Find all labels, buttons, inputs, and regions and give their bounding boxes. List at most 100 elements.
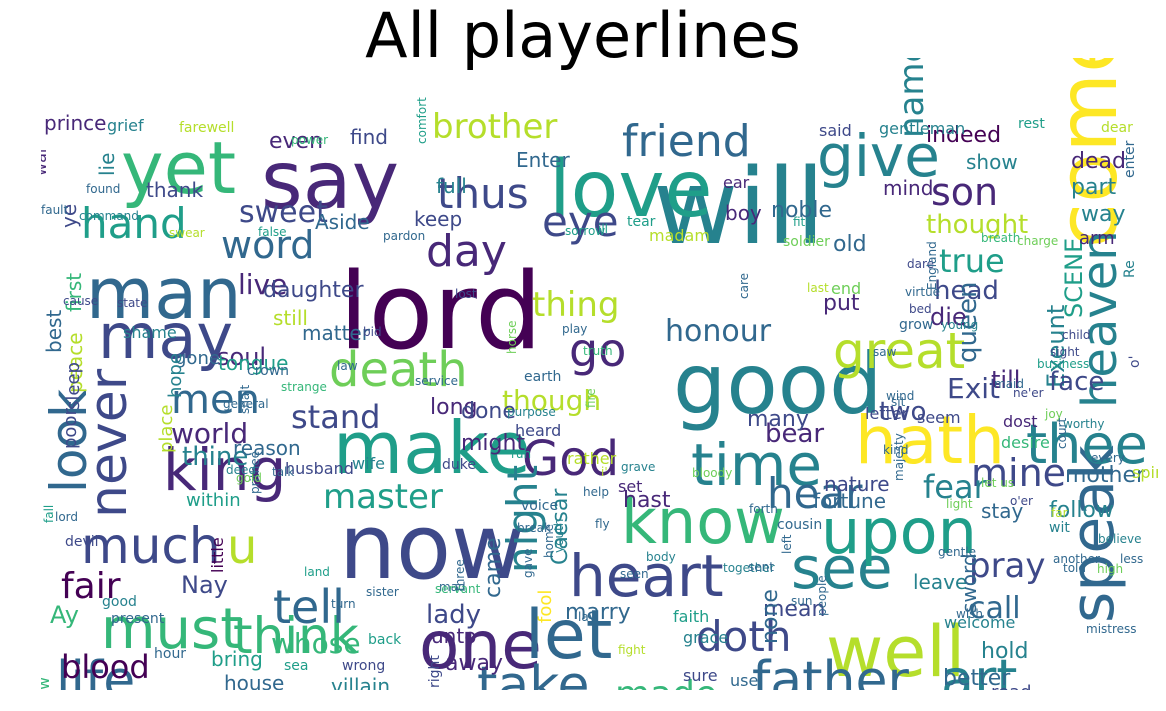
word-26: art [941, 648, 1017, 690]
word-143: grace [683, 628, 728, 647]
word-23: think [233, 607, 359, 665]
word-5: say [261, 134, 399, 227]
word-224: charge [1017, 234, 1058, 248]
word-85: part [1071, 175, 1116, 200]
word-120: place [156, 405, 177, 453]
word-77: bear [765, 419, 824, 449]
word-299: wish [956, 607, 983, 621]
word-142: faith [673, 607, 709, 626]
word-87: arm [1079, 228, 1115, 249]
word-39: day [426, 226, 507, 277]
word-244: wind [886, 389, 914, 403]
word-256: deed [226, 463, 256, 477]
word-285: together [723, 561, 775, 575]
word-134: mother [1065, 463, 1146, 488]
word-209: comfort [415, 97, 429, 144]
word-45: hand [81, 199, 187, 248]
word-278: gave [521, 549, 535, 578]
word-40: eye [542, 197, 619, 246]
word-135: follow [1049, 498, 1114, 523]
word-69: call [969, 591, 1021, 626]
word-53: mine [971, 451, 1066, 495]
word-54: master [323, 477, 443, 517]
word-281: turn [331, 597, 356, 611]
word-171: hour [154, 646, 186, 662]
word-42: thus [437, 169, 529, 218]
word-106: thank [146, 178, 203, 202]
word-214: false [258, 225, 287, 239]
word-91: face [1049, 367, 1104, 397]
word-4: good [673, 335, 882, 433]
word-31: heaven [1072, 230, 1128, 408]
word-270: forth [749, 502, 778, 516]
word-235: horse [505, 320, 519, 354]
word-286: gentle [938, 545, 976, 559]
word-46: son [931, 170, 998, 214]
word-218: tear [627, 214, 656, 230]
word-271: left [780, 534, 794, 554]
word-83: show [966, 150, 1018, 174]
word-89: Re [1122, 260, 1138, 278]
word-297: people [815, 575, 829, 616]
word-6: know [621, 485, 785, 558]
word-cloud: will lord love now good say know come make one let… [41, 58, 1158, 690]
word-183: ear [723, 173, 750, 192]
word-246: joy [1044, 407, 1063, 421]
word-50: fair [61, 566, 121, 607]
word-191: dost [1003, 412, 1038, 431]
word-230: seek [41, 245, 44, 273]
word-67: though [502, 384, 601, 417]
word-165: use [730, 671, 758, 690]
word-189: duke [442, 457, 476, 473]
word-82: indeed [926, 123, 1001, 148]
word-194: spirit [1132, 463, 1158, 482]
word-129: might [461, 431, 525, 456]
word-247: worthy [1063, 417, 1105, 431]
word-110: best [42, 310, 66, 353]
word-261: youth [552, 519, 566, 553]
word-61: world [171, 417, 248, 450]
word-12: man [86, 253, 241, 335]
word-205: strange [281, 380, 327, 394]
word-178: war [41, 146, 50, 176]
word-177: power [291, 133, 328, 147]
word-93: die [930, 303, 967, 331]
word-298: mistress [1086, 622, 1137, 636]
word-63: blood [61, 648, 150, 686]
word-197: lord [55, 510, 78, 524]
word-8: make [333, 406, 531, 490]
word-79: Ay [50, 601, 79, 629]
word-254: prithee [248, 451, 262, 494]
word-0: will [653, 146, 825, 268]
word-18: upon [821, 495, 977, 568]
word-43: friend [622, 116, 751, 167]
word-60: stand [291, 398, 380, 436]
word-119: hope [165, 353, 186, 398]
word-59: sweet [239, 195, 328, 230]
word-216: sorrow [565, 224, 605, 238]
word-213: swear [169, 226, 205, 240]
word-38: made [615, 674, 717, 690]
word-58: name [892, 58, 932, 138]
word-266: far [1051, 506, 1068, 520]
word-147: little [208, 537, 227, 573]
word-88: enter [1122, 140, 1138, 178]
word-145: unto [431, 624, 476, 648]
word-20: king [163, 436, 286, 504]
word-28: life [56, 651, 135, 690]
word-182: dear [1101, 120, 1133, 136]
word-248: ne'er [1013, 386, 1044, 400]
word-48: hear [767, 469, 863, 518]
word-114: still [273, 306, 308, 330]
word-27: must [101, 597, 242, 662]
word-74: queen [953, 282, 983, 363]
word-78: soul [217, 343, 266, 371]
word-192: desire [1001, 433, 1050, 452]
word-99: boy [725, 201, 762, 225]
word-190: seem [917, 408, 961, 427]
word-126: wife [352, 454, 385, 473]
word-111: peace [63, 332, 87, 393]
word-232: bid [363, 325, 382, 339]
word-176: farewell [179, 120, 234, 136]
word-229: state [117, 296, 147, 310]
